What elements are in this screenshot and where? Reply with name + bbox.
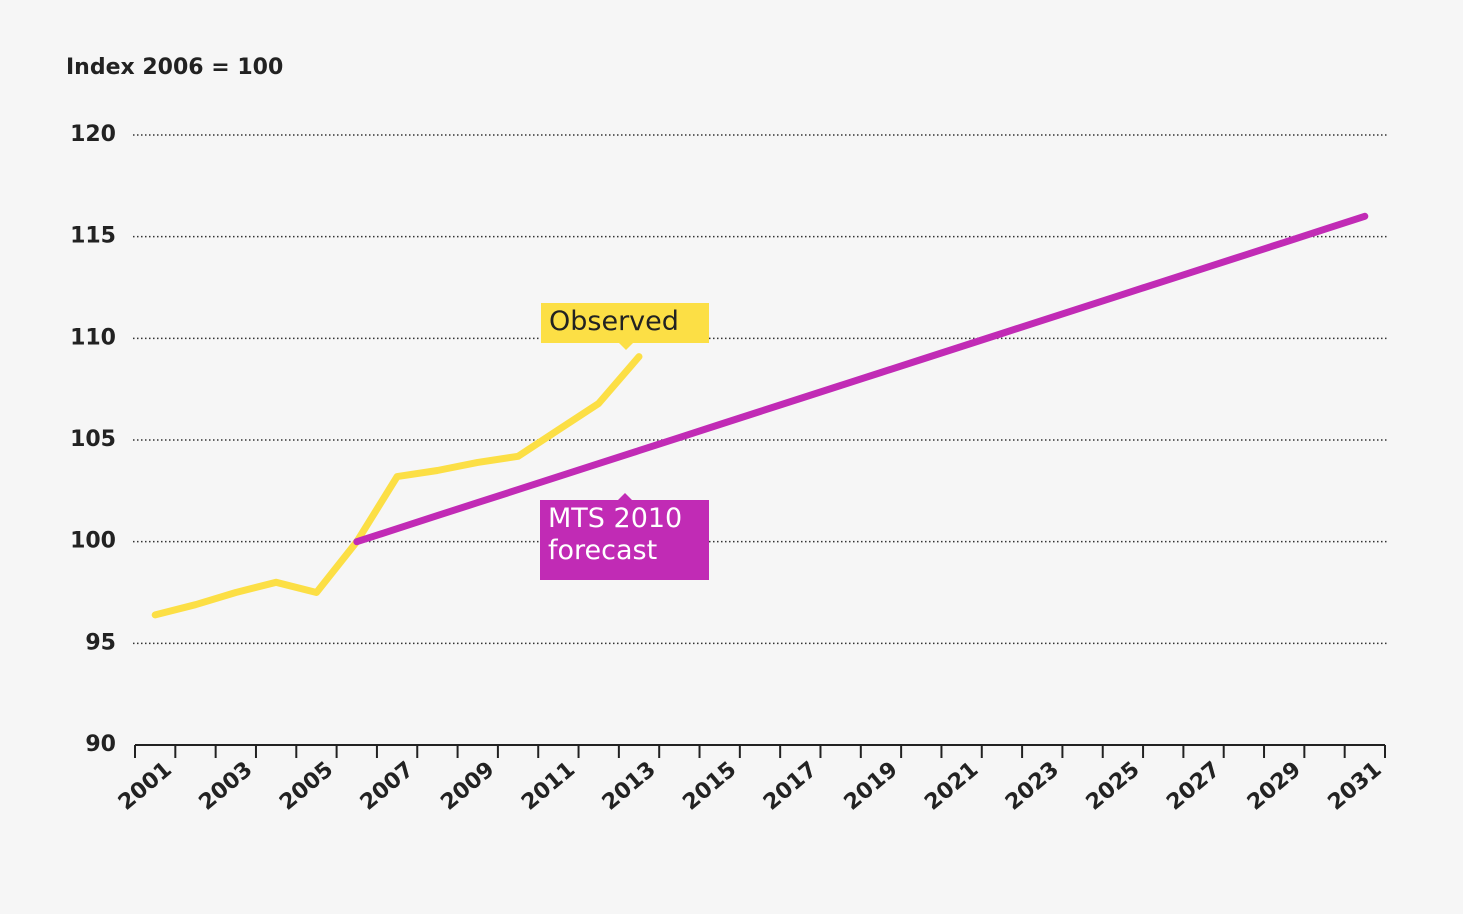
x-tick-label: 2017 xyxy=(759,757,822,816)
y-tick-label: 105 xyxy=(70,427,116,452)
x-tick-label: 2023 xyxy=(1001,757,1064,816)
y-tick-label: 115 xyxy=(70,224,116,249)
x-tick-label: 2021 xyxy=(920,757,983,816)
y-tick-label: 90 xyxy=(85,732,116,757)
x-tick-label: 2029 xyxy=(1243,757,1306,816)
x-tick-label: 2003 xyxy=(195,757,258,816)
series-line xyxy=(353,212,1369,546)
x-tick-label: 2007 xyxy=(356,757,419,816)
x-tick-label: 2005 xyxy=(275,757,338,816)
y-tick-label: 120 xyxy=(70,122,116,147)
y-tick-label: 95 xyxy=(85,630,116,655)
x-tick-label: 2015 xyxy=(678,757,741,816)
y-tick-label: 100 xyxy=(70,529,116,554)
x-tick-label: 2009 xyxy=(436,757,499,816)
x-tick-label: 2027 xyxy=(1162,757,1225,816)
series-callout: MTS 2010 forecast xyxy=(540,493,709,580)
x-tick-label: 2011 xyxy=(517,757,580,816)
x-tick-label: 2031 xyxy=(1324,757,1387,816)
x-tick-label: 2013 xyxy=(598,757,661,816)
series-callout: Observed xyxy=(541,303,709,350)
x-tick-label: 2001 xyxy=(114,757,177,816)
x-tick-label: 2019 xyxy=(840,757,903,816)
y-axis-title: Index 2006 = 100 xyxy=(66,55,283,80)
series-line xyxy=(151,353,643,619)
x-tick-label: 2025 xyxy=(1082,757,1145,816)
y-tick-label: 110 xyxy=(70,325,116,350)
